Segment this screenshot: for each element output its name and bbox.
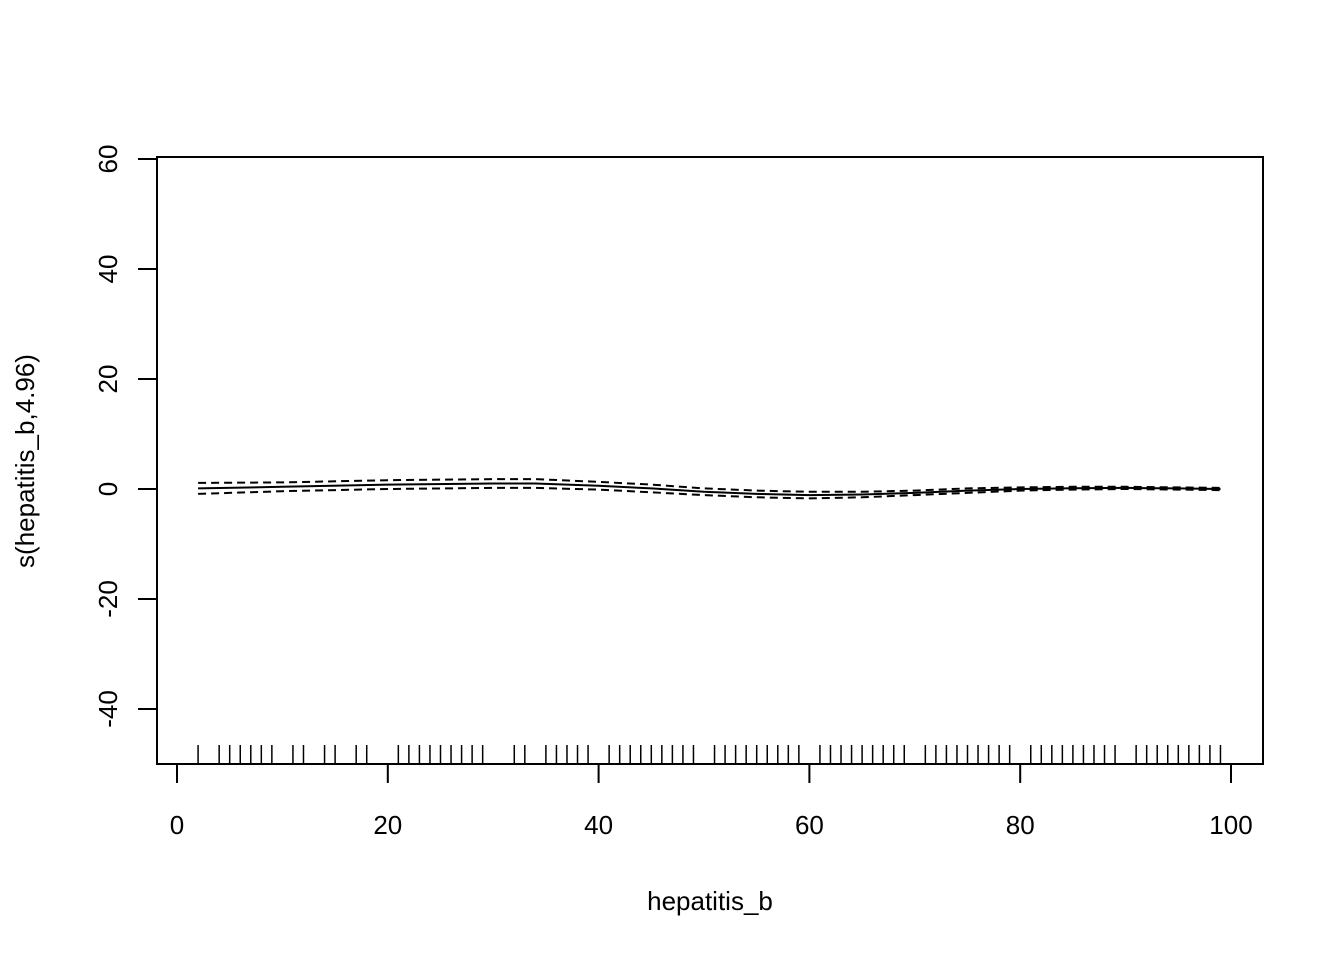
y-tick-label: 0 [93, 482, 123, 496]
y-axis: -40 -20 0 20 40 60 [93, 145, 158, 728]
x-tick-label: 80 [1006, 810, 1035, 840]
x-tick-label: 20 [373, 810, 402, 840]
rug-marks [197, 745, 1222, 764]
y-tick-label: -40 [93, 690, 123, 728]
series-line-estimate [198, 482, 1221, 497]
x-tick-label: 60 [795, 810, 824, 840]
y-tick-label: 20 [93, 365, 123, 394]
y-axis-title: s(hepatitis_b,4.96) [10, 354, 40, 568]
series-line-lower [198, 486, 1221, 500]
y-tick-label: 40 [93, 255, 123, 284]
x-tick-label: 0 [170, 810, 184, 840]
x-axis: 0 20 40 60 80 100 [170, 763, 1253, 840]
x-tick-label: 40 [584, 810, 613, 840]
plot-frame [156, 156, 1264, 765]
x-tick-label: 100 [1209, 810, 1252, 840]
y-tick-label: 60 [93, 145, 123, 174]
y-tick-label: -20 [93, 580, 123, 618]
series-line-upper [198, 478, 1221, 493]
x-axis-title: hepatitis_b [647, 886, 773, 916]
series-layer [198, 478, 1221, 500]
